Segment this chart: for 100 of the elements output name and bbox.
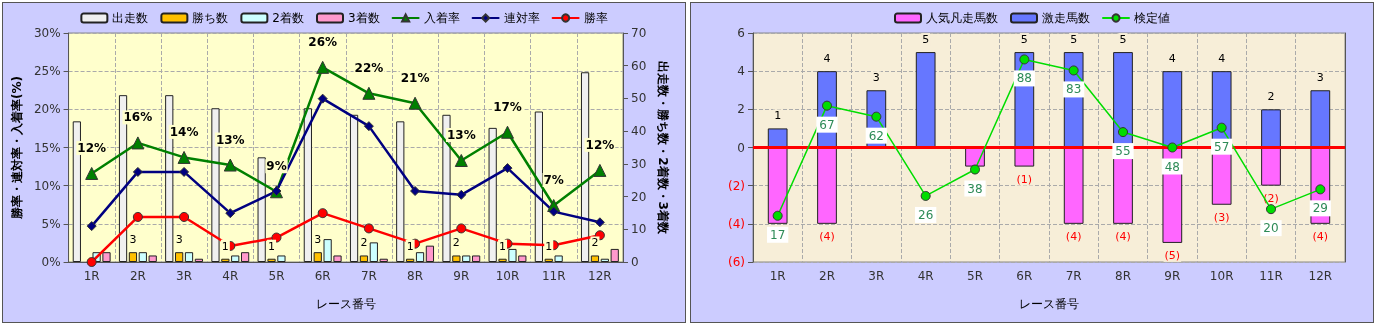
data-label: 48 xyxy=(1164,159,1180,174)
data-label: 3 xyxy=(129,233,137,247)
data-label: 14% xyxy=(169,124,199,139)
bar xyxy=(415,252,425,262)
data-label: 22% xyxy=(354,60,384,75)
data-label: 17 xyxy=(770,227,786,242)
x-tick-label: 1R xyxy=(83,269,100,283)
x-tick-label: 11R xyxy=(1259,269,1283,283)
y-tick-label: 15% xyxy=(33,140,61,155)
point xyxy=(500,125,514,139)
legend-label: 人気凡走馬数 xyxy=(926,11,998,25)
legend-label: 検定値 xyxy=(1134,11,1170,25)
y2-tick-label: 70 xyxy=(631,26,647,40)
data-label: 5 xyxy=(922,33,930,47)
data-label: 3 xyxy=(872,71,880,85)
x-tick-label: 6R xyxy=(314,269,331,283)
data-label: 4 xyxy=(823,52,831,66)
legend-label: 激走馬数 xyxy=(1042,11,1090,25)
data-label: 17% xyxy=(493,99,522,114)
x-tick-label: 2R xyxy=(819,269,835,283)
data-label: 7% xyxy=(543,173,564,188)
data-label: 26% xyxy=(308,34,338,49)
point xyxy=(410,186,421,197)
bar xyxy=(359,255,369,262)
point xyxy=(1019,54,1030,65)
bar xyxy=(128,252,138,262)
legend-label: 勝ち数 xyxy=(192,11,229,25)
point xyxy=(548,206,559,217)
y2-tick-label: 60 xyxy=(631,58,647,73)
data-label: 2 xyxy=(1267,90,1275,104)
data-label: 12% xyxy=(585,137,615,152)
data-label: 16% xyxy=(123,110,153,125)
y2-axis-title: 出走数・勝ち数・2着数・3着数 xyxy=(656,61,671,235)
data-label: 3 xyxy=(314,233,322,247)
bar xyxy=(240,252,250,262)
point xyxy=(594,217,605,228)
point xyxy=(1266,204,1276,215)
data-label: 3 xyxy=(175,233,183,247)
point xyxy=(316,60,330,74)
data-label: (3) xyxy=(1213,210,1230,224)
y2-tick-label: 50 xyxy=(631,91,647,106)
bar xyxy=(1261,147,1281,186)
point xyxy=(362,86,376,100)
y-tick-label: (6) xyxy=(728,255,745,269)
x-tick-label: 3R xyxy=(176,269,193,283)
point xyxy=(179,211,190,222)
point xyxy=(86,221,97,232)
x-tick-label: 9R xyxy=(453,269,470,283)
x-tick-label: 12R xyxy=(588,269,612,283)
y-tick-label: 2 xyxy=(737,102,745,117)
point xyxy=(1118,127,1128,138)
y2-tick-label: 20 xyxy=(631,189,647,204)
point xyxy=(408,96,422,110)
point xyxy=(363,121,374,132)
legend-label: 入着率 xyxy=(423,11,460,25)
data-label: (4) xyxy=(1115,229,1131,243)
point xyxy=(131,136,145,150)
data-label: 5 xyxy=(1070,33,1078,47)
bar xyxy=(1014,147,1035,167)
y-tick-label: 0 xyxy=(737,140,745,155)
data-label: 83 xyxy=(1066,82,1082,97)
data-label: (4) xyxy=(1312,229,1329,243)
point xyxy=(1068,65,1079,76)
y2-tick-label: 10 xyxy=(631,222,647,237)
x-tick-label: 4R xyxy=(222,269,239,283)
point xyxy=(177,150,191,164)
data-label: 12% xyxy=(77,140,107,155)
data-label: 29 xyxy=(1312,201,1328,216)
bar xyxy=(1261,109,1281,148)
data-label: 13% xyxy=(215,132,245,147)
point xyxy=(132,166,143,177)
bar xyxy=(1310,90,1331,148)
y-tick-label: 6 xyxy=(737,26,745,40)
data-label: 1 xyxy=(221,239,229,253)
y-tick-label: 25% xyxy=(33,64,61,79)
data-label: 55 xyxy=(1115,144,1131,159)
bar xyxy=(767,128,788,148)
data-label: 62 xyxy=(868,128,884,143)
data-label: 26 xyxy=(918,207,934,222)
x-tick-label: 9R xyxy=(1164,269,1181,283)
point xyxy=(317,208,328,219)
y-tick-label: (2) xyxy=(728,178,745,193)
x-axis-title: レース番号 xyxy=(1019,297,1079,311)
x-tick-label: 5R xyxy=(268,269,285,283)
data-label: 20 xyxy=(1263,221,1279,236)
data-label: (1) xyxy=(1016,172,1033,186)
point xyxy=(179,166,190,177)
point xyxy=(225,208,236,219)
x-tick-label: 2R xyxy=(129,269,146,283)
point xyxy=(363,223,374,234)
point xyxy=(772,210,783,221)
data-label: 4 xyxy=(1168,52,1176,66)
point xyxy=(456,223,467,234)
point xyxy=(970,164,980,175)
point xyxy=(456,189,467,200)
x-tick-label: 10R xyxy=(495,269,520,283)
point xyxy=(593,163,607,177)
data-label: 57 xyxy=(1214,139,1230,154)
y2-tick-label: 30 xyxy=(631,156,647,171)
data-label: 1 xyxy=(499,239,507,253)
